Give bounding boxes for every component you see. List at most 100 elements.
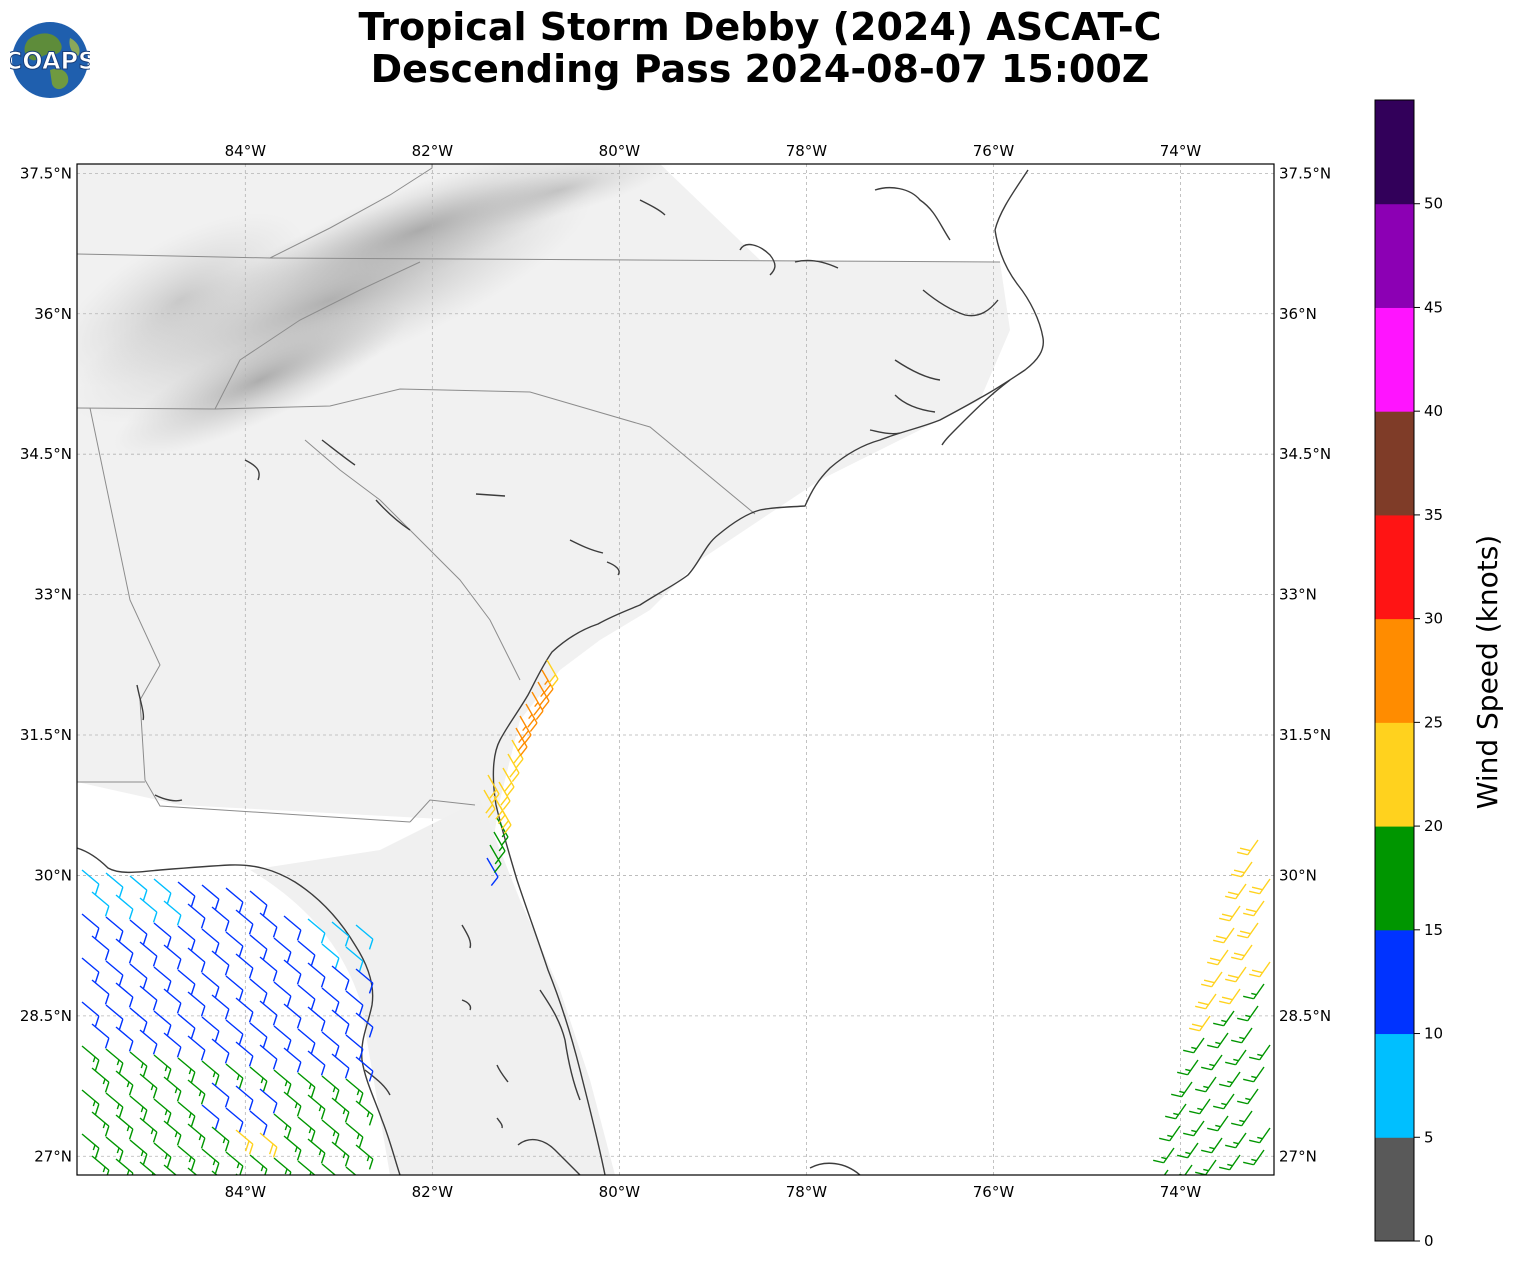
wind-barb bbox=[1237, 1005, 1259, 1022]
wind-barb bbox=[129, 875, 148, 901]
wind-barb bbox=[187, 1167, 206, 1175]
wind-barb bbox=[1207, 949, 1229, 966]
wind-barb bbox=[283, 1135, 302, 1161]
wind-barb bbox=[129, 1139, 148, 1165]
wind-barb bbox=[1243, 983, 1265, 1000]
wind-barb bbox=[249, 890, 268, 916]
wind-barb bbox=[235, 953, 254, 979]
colorbar-tick-label: 30 bbox=[1424, 610, 1443, 628]
wind-barb bbox=[321, 1163, 340, 1175]
wind-barb bbox=[129, 963, 148, 989]
wind-barb bbox=[1183, 1120, 1205, 1137]
wind-barb bbox=[355, 1056, 374, 1082]
wind-barb bbox=[201, 884, 220, 910]
colorbar-tick-label: 40 bbox=[1424, 402, 1443, 420]
wind-barb bbox=[331, 921, 350, 947]
wind-barb bbox=[355, 924, 374, 950]
wind-barb bbox=[1177, 1059, 1199, 1076]
wind-barb bbox=[493, 831, 506, 860]
wind-barb bbox=[537, 681, 550, 710]
wind-barb bbox=[1201, 1137, 1223, 1154]
wind-barb bbox=[259, 1000, 278, 1026]
wind-barb bbox=[177, 925, 196, 951]
wind-barb bbox=[1225, 1049, 1247, 1066]
wind-barb bbox=[1183, 1037, 1205, 1054]
wind-barb bbox=[487, 774, 500, 803]
wind-barb bbox=[187, 1079, 206, 1105]
wind-barbs bbox=[81, 659, 1271, 1175]
wind-barb bbox=[345, 990, 364, 1016]
wind-barb bbox=[1231, 1110, 1253, 1127]
wind-barb bbox=[153, 966, 172, 992]
wind-barb bbox=[115, 938, 134, 964]
lon-tick-top: 76°W bbox=[973, 142, 1015, 160]
wind-barb bbox=[273, 1113, 292, 1139]
wind-barb bbox=[91, 935, 110, 961]
lat-tick-left: 30°N bbox=[34, 866, 72, 884]
wind-barb bbox=[91, 1155, 110, 1175]
wind-barb bbox=[321, 987, 340, 1013]
wind-barb bbox=[1213, 1010, 1235, 1027]
wind-barb bbox=[105, 1048, 124, 1074]
wind-barb bbox=[345, 946, 364, 972]
wind-barb bbox=[163, 1164, 182, 1175]
wind-barb bbox=[321, 1075, 340, 1101]
lat-tick-right: 36°N bbox=[1279, 305, 1317, 323]
colorbar: 0 5 10 15 20 25 30 35 40 45 50 bbox=[1374, 99, 1443, 1250]
wind-barb bbox=[1201, 971, 1223, 988]
wind-barb bbox=[283, 1091, 302, 1117]
wind-barb bbox=[331, 1009, 350, 1035]
lon-tick-top: 80°W bbox=[599, 142, 641, 160]
wind-barb bbox=[1195, 1159, 1217, 1175]
wind-barb bbox=[1189, 1015, 1211, 1032]
gridlines bbox=[77, 164, 1274, 1175]
wind-barb bbox=[129, 1007, 148, 1033]
wind-barb bbox=[115, 1114, 134, 1140]
wind-barb bbox=[345, 1034, 364, 1060]
wind-barb bbox=[139, 1029, 158, 1055]
wind-barb bbox=[105, 872, 124, 898]
wind-barb bbox=[297, 1072, 316, 1098]
wind-barb bbox=[1189, 1098, 1211, 1115]
wind-barb bbox=[283, 915, 302, 941]
wind-barb bbox=[211, 950, 230, 976]
lat-tick-left: 33°N bbox=[34, 586, 72, 604]
lon-tick-bottom: 84°W bbox=[225, 1183, 267, 1201]
wind-barb bbox=[187, 903, 206, 929]
wind-barb bbox=[129, 1095, 148, 1121]
wind-barb bbox=[129, 919, 148, 945]
colorbar-tick-label: 15 bbox=[1424, 921, 1443, 939]
wind-barb bbox=[331, 1141, 350, 1167]
wind-barb bbox=[345, 1078, 364, 1104]
wind-barb bbox=[1171, 1081, 1193, 1098]
colorbar-bin bbox=[1375, 618, 1414, 723]
lon-tick-bottom: 80°W bbox=[599, 1183, 641, 1201]
logo-text: COAPS bbox=[10, 47, 90, 75]
wind-barb bbox=[153, 1054, 172, 1080]
colorbar-bin bbox=[1375, 722, 1414, 827]
map-frame bbox=[76, 163, 1275, 1176]
wind-barb bbox=[163, 1120, 182, 1146]
wind-barb bbox=[1213, 1093, 1235, 1110]
wind-barb bbox=[1237, 922, 1259, 939]
lat-tick-left: 36°N bbox=[34, 305, 72, 323]
wind-barb bbox=[355, 1100, 374, 1126]
colorbar-tick-label: 25 bbox=[1424, 713, 1443, 731]
wind-barb bbox=[331, 1097, 350, 1123]
colorbar-bin bbox=[1375, 203, 1414, 308]
wind-barb bbox=[1231, 1027, 1253, 1044]
wind-barb bbox=[273, 1157, 292, 1175]
wind-barb bbox=[355, 968, 374, 994]
wind-barb bbox=[259, 1088, 278, 1114]
wind-barb bbox=[1243, 1149, 1265, 1166]
wind-barb bbox=[225, 975, 244, 1001]
lat-tick-left: 31.5°N bbox=[20, 726, 72, 744]
wind-barb bbox=[307, 1050, 326, 1076]
wind-barb bbox=[531, 691, 544, 720]
wind-barb bbox=[307, 1094, 326, 1120]
wind-barb bbox=[105, 960, 124, 986]
wind-barb bbox=[249, 1154, 268, 1175]
wind-barb bbox=[225, 1063, 244, 1089]
wind-barb bbox=[91, 1023, 110, 1049]
wind-barb bbox=[225, 1107, 244, 1133]
